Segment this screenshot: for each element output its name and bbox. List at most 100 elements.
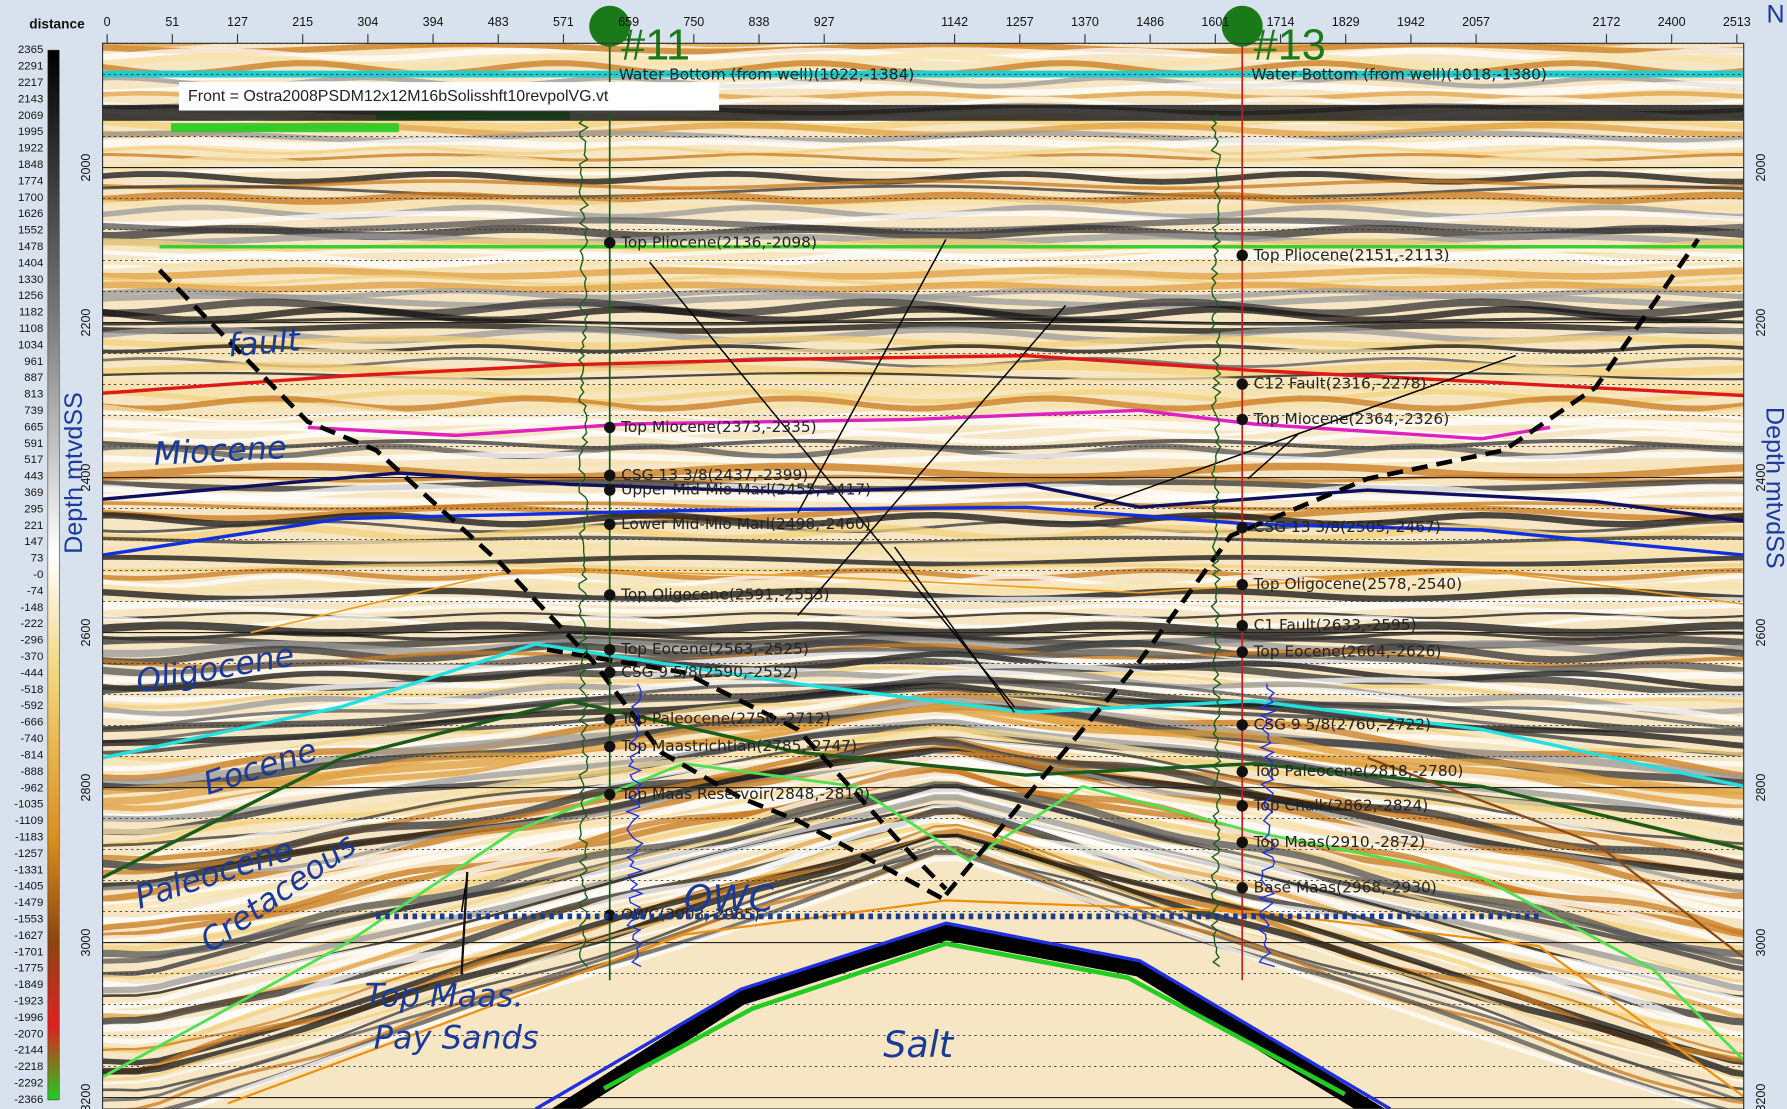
depth-tick-label: 2400 xyxy=(1754,464,1768,492)
distance-label: 304 xyxy=(357,15,378,29)
interpretation-label: Top Maas. xyxy=(365,976,524,1014)
depth-tick-label: 2600 xyxy=(79,619,93,647)
well-marker-label: Top Miocene(2373,-2335) xyxy=(620,418,817,436)
reflector xyxy=(102,137,1744,150)
well-marker xyxy=(604,643,616,656)
well-marker xyxy=(604,788,616,801)
well-log-blue xyxy=(1257,683,1277,968)
fault-dashed xyxy=(944,238,1700,897)
well-marker-label: Top Oligocene(2591,-2553) xyxy=(620,585,829,603)
well-marker xyxy=(1236,719,1248,731)
well-marker-label: Top Eocene(2563,-2525) xyxy=(620,640,809,658)
well-marker-label: Top Maas Reservoir(2848,-2810) xyxy=(620,785,870,803)
right-axis-title: Depth mtvdSS xyxy=(1761,407,1787,569)
reflector xyxy=(102,217,1744,234)
depth-tick-label: 2200 xyxy=(1754,309,1768,337)
reflector xyxy=(102,540,1744,555)
fault-thin xyxy=(1247,432,1300,480)
well-marker-label: Top Miocene(2364,-2326) xyxy=(1253,410,1450,428)
reflector xyxy=(102,512,1744,528)
colorbar-label: -1775 xyxy=(14,963,43,975)
amplitude-patch xyxy=(170,123,399,133)
colorbar-label: -1849 xyxy=(14,979,43,991)
reflector xyxy=(102,794,1744,994)
colorbar-label: 1774 xyxy=(18,175,43,187)
distance-label: 215 xyxy=(292,15,313,29)
colorbar-label: -666 xyxy=(21,717,44,729)
colorbar-label: -148 xyxy=(21,602,44,614)
well-marker xyxy=(1236,882,1248,894)
distance-label: 659 xyxy=(618,15,639,29)
reflector xyxy=(102,199,1744,211)
distance-label: 51 xyxy=(165,15,179,29)
colorbar-label: 221 xyxy=(24,520,43,532)
colorbar-label: -74 xyxy=(27,585,43,597)
well-marker xyxy=(604,237,616,249)
colorbar-label: 2365 xyxy=(18,44,43,56)
reflector xyxy=(102,803,1744,1017)
well-name: #11 xyxy=(621,21,690,69)
colorbar-label: -1331 xyxy=(14,864,43,876)
distance-label: 0 xyxy=(104,15,111,29)
reflector xyxy=(102,703,1744,806)
distance-label: 1942 xyxy=(1397,15,1425,29)
reflector xyxy=(102,638,1744,666)
distance-label: 394 xyxy=(423,15,444,29)
horizon-magenta xyxy=(307,408,1551,441)
colorbar-label: 1922 xyxy=(18,143,43,155)
reflector xyxy=(102,317,1744,326)
colorbar-label: -296 xyxy=(21,635,44,647)
distance-label: 571 xyxy=(553,15,574,29)
colorbar-label: -2292 xyxy=(14,1077,43,1089)
well-marker xyxy=(604,484,616,496)
well-marker-label: CSG 9 5/8(2590,-2552) xyxy=(621,663,798,681)
well-log xyxy=(1210,113,1222,968)
reflector xyxy=(102,130,1744,144)
labels: faultMioceneOligoceneEocenePaleoceneCret… xyxy=(130,320,955,1066)
colorbar-label: 73 xyxy=(31,553,44,565)
distance-label: 2400 xyxy=(1658,15,1686,29)
reflector xyxy=(102,665,1744,709)
colorbar-label: 813 xyxy=(24,389,43,401)
colorbar-label: 2217 xyxy=(18,77,43,89)
reflector xyxy=(102,153,1744,162)
colorbar-label: -1923 xyxy=(14,995,43,1007)
reflector xyxy=(102,675,1744,735)
reflector xyxy=(102,822,1744,1054)
distance-label: 1370 xyxy=(1071,15,1099,29)
depth-tick-label: 2400 xyxy=(79,464,93,492)
colorbar-label: -1701 xyxy=(14,946,43,958)
colorbar-label: -2366 xyxy=(14,1094,43,1106)
depth-tick-label: 2800 xyxy=(1754,774,1768,802)
colorbar-label: 1848 xyxy=(18,159,43,171)
distance-label: 1829 xyxy=(1332,15,1360,29)
depth-tick-label: 2600 xyxy=(1754,619,1768,647)
reflector xyxy=(102,43,1744,55)
fault-dashed xyxy=(157,268,948,903)
reflector xyxy=(102,389,1744,404)
reflector xyxy=(102,737,1744,872)
colorbar-label: 2291 xyxy=(18,61,43,73)
colorbar-label: -1183 xyxy=(15,831,43,843)
reflector xyxy=(102,184,1744,199)
fault-dashed xyxy=(546,647,948,891)
interpretation-label: OWC xyxy=(684,877,775,920)
well-marker-label: Top Paleocene(2818,-2780) xyxy=(1253,762,1464,780)
well-marker xyxy=(604,469,616,481)
reflector xyxy=(102,568,1744,581)
colorbar-label: 887 xyxy=(24,372,43,384)
reflector xyxy=(102,636,1744,658)
well-marker xyxy=(604,518,616,530)
well-marker xyxy=(1236,646,1248,658)
colorbar-label: -518 xyxy=(21,684,44,696)
colorbar-label: -1996 xyxy=(14,1012,43,1024)
distance-label: 1601 xyxy=(1201,15,1229,29)
horizon-red xyxy=(102,353,1744,398)
distance-label: 127 xyxy=(227,15,248,29)
colorbar-label: -888 xyxy=(21,766,44,778)
colorbar-label: 2069 xyxy=(18,110,43,122)
fault-thin xyxy=(894,546,1015,713)
horizon-orange xyxy=(227,899,1744,1105)
